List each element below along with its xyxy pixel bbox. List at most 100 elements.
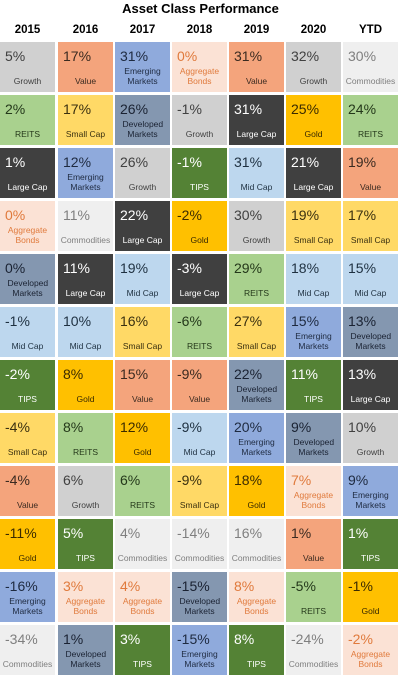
cell-2020-developed-markets: 9% Developed Markets (286, 413, 341, 463)
return-value: 19% (291, 207, 320, 223)
cell-2015-gold: -11% Gold (0, 519, 55, 569)
cell-2017-developed-markets: 26% Developed Markets (115, 95, 170, 145)
return-value: 12% (63, 154, 92, 170)
return-value: 29% (234, 260, 263, 276)
asset-class-label: Growth (185, 129, 214, 139)
asset-class-label: Aggregate Bonds (179, 66, 220, 86)
asset-class-label: Gold (247, 500, 266, 510)
asset-class-label: Small Cap (65, 129, 106, 139)
asset-class-label: TIPS (76, 553, 95, 563)
asset-class-label: Commodities (345, 76, 396, 86)
cell-2016-mid-cap: 10% Mid Cap (58, 307, 113, 357)
cell-2015-commodities: -34% Commodities (0, 625, 55, 675)
asset-class-label: Aggregate Bonds (7, 225, 48, 245)
cell-2018-mid-cap: -9% Mid Cap (172, 413, 227, 463)
return-value: 8% (234, 631, 255, 647)
cell-2017-aggregate-bonds: 4% Aggregate Bonds (115, 572, 170, 622)
cell-2020-reits: -5% REITS (286, 572, 341, 622)
asset-class-label: Developed Markets (7, 278, 49, 298)
asset-class-label: Developed Markets (350, 331, 392, 351)
cell-2016-reits: 8% REITS (58, 413, 113, 463)
asset-class-label: Value (302, 553, 325, 563)
cell-2020-gold: 25% Gold (286, 95, 341, 145)
cell-2016-large-cap: 11% Large Cap (58, 254, 113, 304)
cell-2019-tips: 8% TIPS (229, 625, 284, 675)
cell-2019-emerging-markets: 20% Emerging Markets (229, 413, 284, 463)
return-value: -1% (177, 101, 202, 117)
asset-class-label: Mid Cap (126, 288, 159, 298)
return-value: 19% (348, 154, 377, 170)
cell-ytd-tips: 1% TIPS (343, 519, 398, 569)
cell-2015-emerging-markets: -16% Emerging Markets (0, 572, 55, 622)
return-value: 25% (291, 101, 320, 117)
asset-class-label: Small Cap (122, 341, 163, 351)
return-value: -4% (5, 472, 30, 488)
asset-class-label: Growth (299, 76, 328, 86)
return-value: 8% (63, 419, 84, 435)
return-value: 8% (234, 578, 255, 594)
return-value: 9% (291, 419, 312, 435)
asset-class-label: Aggregate Bonds (293, 490, 334, 510)
return-value: 17% (63, 101, 92, 117)
return-value: -9% (177, 366, 202, 382)
asset-class-label: Mid Cap (297, 288, 330, 298)
cell-2020-mid-cap: 18% Mid Cap (286, 254, 341, 304)
asset-class-label: Gold (361, 606, 380, 616)
asset-class-label: Commodities (117, 553, 168, 563)
return-value: -9% (177, 472, 202, 488)
cell-2020-emerging-markets: 15% Emerging Markets (286, 307, 341, 357)
return-value: 19% (120, 260, 149, 276)
asset-class-label: TIPS (133, 659, 152, 669)
asset-class-label: Mid Cap (240, 182, 273, 192)
cell-2017-growth: 26% Growth (115, 148, 170, 198)
asset-class-label: REITS (72, 447, 99, 457)
cell-2019-commodities: 16% Commodities (229, 519, 284, 569)
asset-class-label: TIPS (361, 553, 380, 563)
asset-class-label: Value (16, 500, 39, 510)
asset-class-label: Emerging Markets (295, 331, 332, 351)
return-value: 5% (63, 525, 84, 541)
cell-ytd-gold: -1% Gold (343, 572, 398, 622)
cell-2016-developed-markets: 1% Developed Markets (58, 625, 113, 675)
year-header-2015: 2015 (14, 24, 41, 36)
cell-2017-emerging-markets: 31% Emerging Markets (115, 42, 170, 92)
cell-ytd-aggregate-bonds: -2% Aggregate Bonds (343, 625, 398, 675)
asset-class-label: Emerging Markets (181, 649, 218, 669)
asset-class-label: Large Cap (236, 129, 277, 139)
cell-2017-commodities: 4% Commodities (115, 519, 170, 569)
return-value: 1% (348, 525, 369, 541)
return-value: 8% (63, 366, 84, 382)
cell-2019-mid-cap: 31% Mid Cap (229, 148, 284, 198)
asset-class-label: Small Cap (7, 447, 48, 457)
return-value: 21% (291, 154, 320, 170)
asset-class-label: Value (188, 394, 211, 404)
return-value: 5% (5, 48, 26, 64)
asset-class-label: REITS (129, 500, 156, 510)
asset-class-label: Emerging Markets (238, 437, 275, 457)
return-value: 32% (291, 48, 320, 64)
asset-class-label: REITS (14, 129, 41, 139)
return-value: 15% (120, 366, 149, 382)
asset-class-label: Mid Cap (11, 341, 44, 351)
return-value: -9% (177, 419, 202, 435)
cell-2020-small-cap: 19% Small Cap (286, 201, 341, 251)
return-value: -34% (5, 631, 38, 647)
cell-2016-gold: 8% Gold (58, 360, 113, 410)
cell-2018-reits: -6% REITS (172, 307, 227, 357)
asset-class-label: Large Cap (122, 235, 163, 245)
return-value: 16% (234, 525, 263, 541)
cell-2015-growth: 5% Growth (0, 42, 55, 92)
cell-2019-value: 31% Value (229, 42, 284, 92)
cell-2018-growth: -1% Growth (172, 95, 227, 145)
return-value: 0% (5, 207, 26, 223)
return-value: 0% (177, 48, 198, 64)
return-value: 6% (63, 472, 84, 488)
cell-2015-reits: 2% REITS (0, 95, 55, 145)
asset-class-label: Value (245, 76, 268, 86)
asset-class-label: Large Cap (7, 182, 48, 192)
asset-class-label: Emerging Markets (352, 490, 389, 510)
return-value: 3% (63, 578, 84, 594)
asset-class-label: Small Cap (350, 235, 391, 245)
asset-class-label: Gold (76, 394, 95, 404)
